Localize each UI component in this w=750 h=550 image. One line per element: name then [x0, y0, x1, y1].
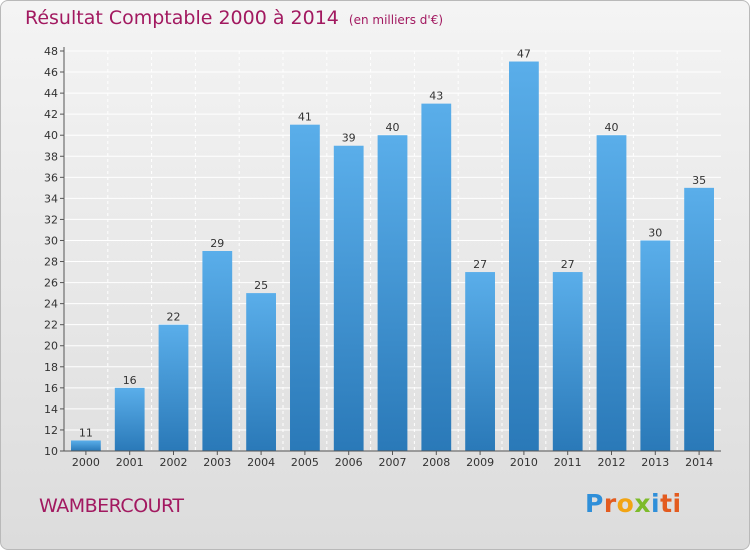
value-label: 27 — [561, 258, 575, 271]
bar-2002 — [158, 324, 189, 451]
commune-name: WAMBERCOURT — [39, 495, 184, 517]
x-tick-label: 2013 — [641, 456, 669, 469]
bar-2014 — [684, 187, 714, 451]
value-label: 47 — [517, 48, 531, 61]
y-tick-label: 22 — [44, 319, 58, 332]
value-label: 29 — [210, 237, 224, 250]
y-tick-label: 26 — [44, 277, 58, 290]
value-labels: 11 16 22 29 25 41 39 40 43 27 47 27 40 30 35 — [79, 48, 706, 440]
x-tick-label: 2007 — [379, 456, 407, 469]
chart-title-unit: (en milliers d'€) — [348, 13, 444, 27]
value-label: 27 — [473, 258, 487, 271]
value-label: 22 — [167, 311, 181, 324]
y-tick-label: 18 — [44, 361, 58, 374]
bar-2000 — [71, 440, 101, 451]
value-label: 16 — [123, 374, 137, 387]
x-tick-label: 2002 — [160, 456, 188, 469]
y-tick-label: 20 — [44, 340, 58, 353]
y-tick-label: 10 — [44, 445, 58, 458]
y-tick-label: 40 — [44, 129, 58, 142]
x-tick-label: 2004 — [247, 456, 275, 469]
bar-2007 — [377, 135, 408, 452]
x-tick-label: 2006 — [335, 456, 363, 469]
logo-letter: r — [603, 489, 617, 518]
value-label: 40 — [605, 121, 619, 134]
value-label: 25 — [254, 279, 268, 292]
bar-2012 — [596, 135, 627, 452]
bar-2009 — [465, 272, 495, 451]
x-tick-label: 2008 — [422, 456, 450, 469]
value-label: 39 — [342, 132, 356, 145]
value-label: 35 — [692, 174, 706, 187]
y-tick-label: 12 — [44, 424, 58, 437]
x-tick-label: 2000 — [72, 456, 100, 469]
y-tick-label: 44 — [44, 87, 58, 100]
chart-title-main: Résultat Comptable 2000 à 2014 — [25, 7, 339, 29]
bar-2006 — [333, 145, 364, 451]
y-tick-label: 38 — [44, 150, 58, 163]
y-tick-label: 46 — [44, 66, 58, 79]
y-tick-label: 32 — [44, 213, 58, 226]
value-label: 41 — [298, 111, 312, 124]
logo-letter: i — [651, 489, 661, 518]
x-tick-label: 2014 — [685, 456, 713, 469]
y-tick-label: 28 — [44, 256, 58, 269]
y-tick-label: 42 — [44, 108, 58, 121]
bar-2004 — [246, 293, 276, 451]
bar-2008 — [421, 103, 452, 451]
logo-letter: o — [616, 489, 635, 518]
y-tick-label: 34 — [44, 192, 58, 205]
logo-letter: ti — [660, 489, 682, 518]
bar-2011 — [552, 272, 583, 451]
y-tick-label: 16 — [44, 382, 58, 395]
x-tick-label: 2005 — [291, 456, 319, 469]
proxiti-logo: Proxiti — [585, 489, 682, 518]
x-tick-label: 2010 — [510, 456, 538, 469]
y-tick-label: 24 — [44, 298, 58, 311]
logo-letter: P — [585, 489, 604, 518]
bar-2013 — [640, 240, 671, 451]
bars — [71, 61, 714, 452]
x-tick-label: 2001 — [116, 456, 144, 469]
y-tick-label: 48 — [44, 45, 58, 58]
x-tick-label: 2012 — [598, 456, 626, 469]
x-tick-label: 2003 — [203, 456, 231, 469]
bar-2005 — [290, 124, 320, 452]
y-tick-label: 30 — [44, 234, 58, 247]
value-label: 40 — [386, 121, 400, 134]
value-label: 30 — [648, 226, 662, 239]
chart-title: Résultat Comptable 2000 à 2014 (en millie… — [25, 7, 443, 29]
x-tick-label: 2011 — [554, 456, 582, 469]
bar-2001 — [114, 387, 145, 451]
y-tick-label: 14 — [44, 403, 58, 416]
value-label: 43 — [429, 90, 443, 103]
x-tick-label: 2009 — [466, 456, 494, 469]
bar-2010 — [509, 61, 539, 452]
y-tick-label: 36 — [44, 171, 58, 184]
axes: 10 12 14 16 18 20 22 24 26 28 30 32 34 36 38 40 42 44 46 48… — [44, 45, 721, 469]
bar-2003 — [202, 251, 233, 451]
logo-letter: x — [634, 489, 651, 518]
value-label: 11 — [79, 426, 93, 439]
